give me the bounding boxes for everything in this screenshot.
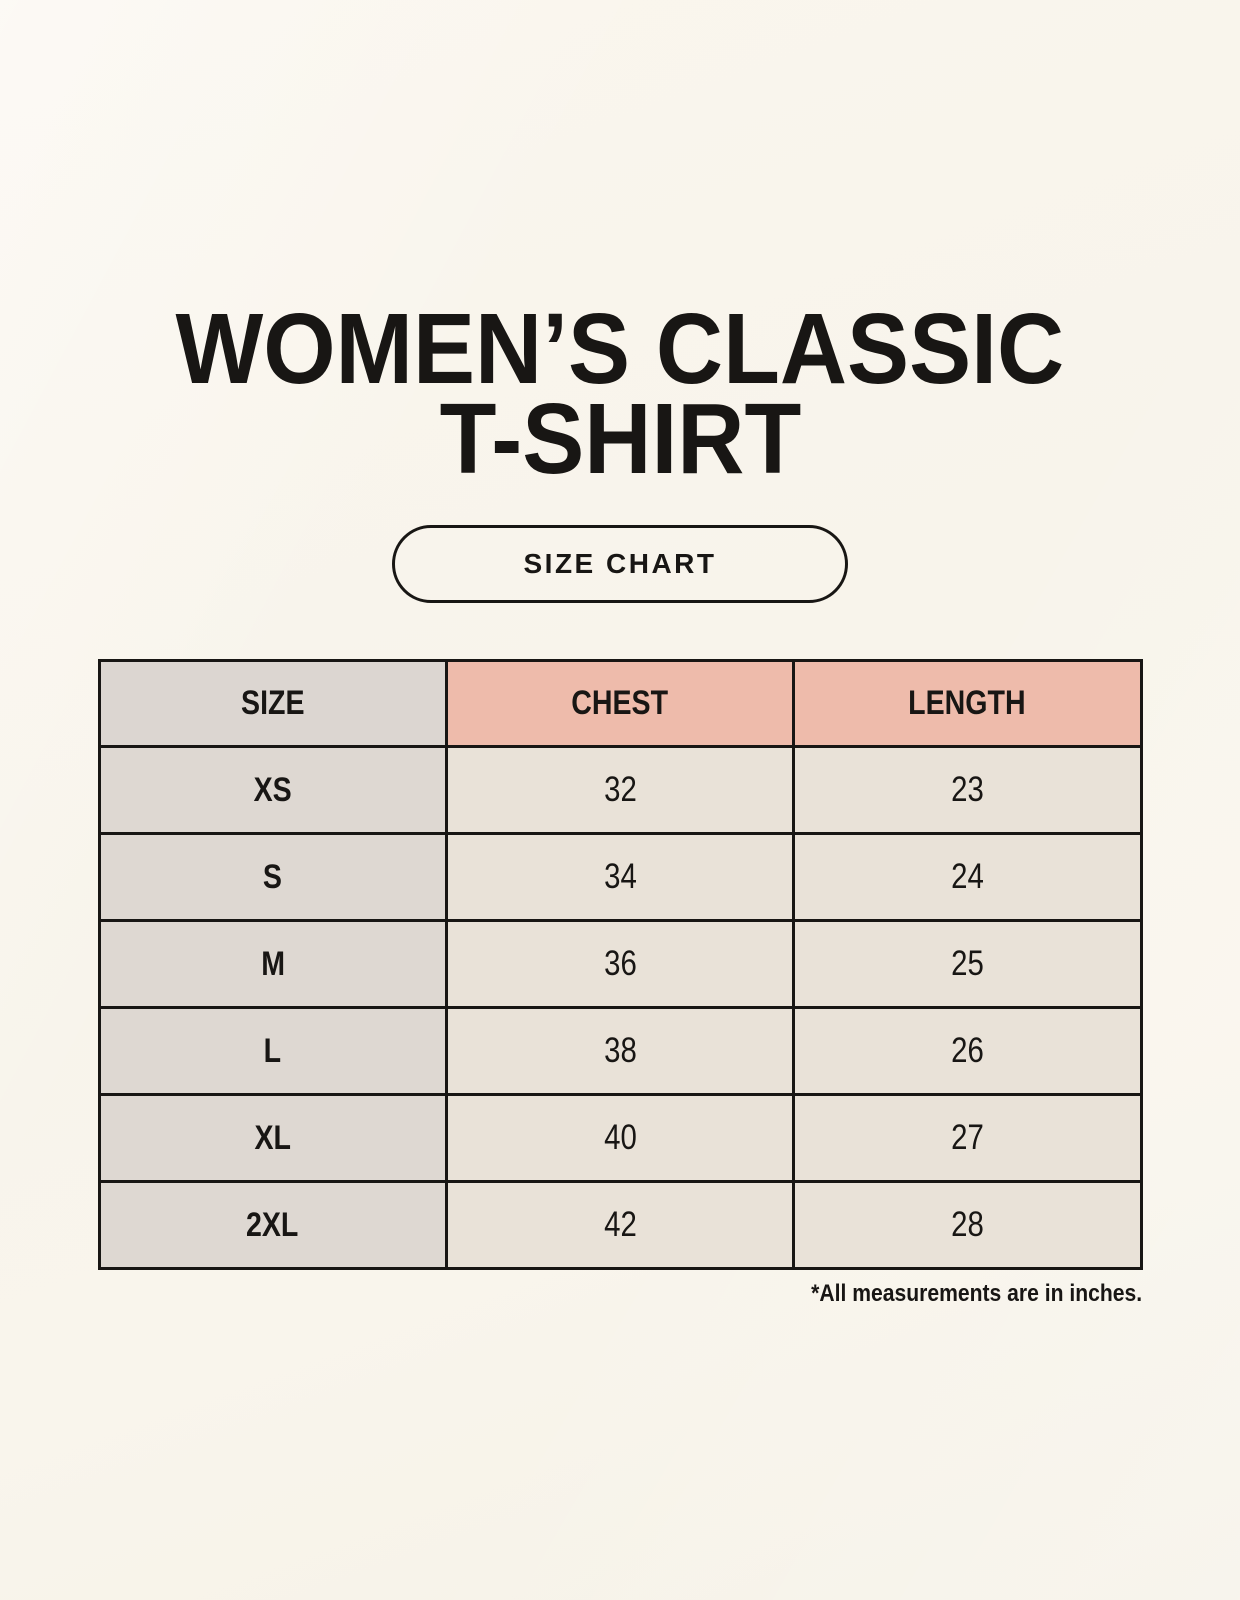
size-chart-button-label: SIZE CHART — [523, 548, 717, 579]
length-cell: 26 — [792, 1006, 1143, 1096]
size-label: XS — [253, 770, 292, 809]
length-value: 26 — [950, 1031, 984, 1070]
chest-cell: 42 — [444, 1180, 796, 1270]
size-cell: M — [97, 919, 448, 1009]
measurements-footnote: *All measurements are in inches. — [98, 1279, 1143, 1309]
table-row-s: S 34 24 — [97, 832, 1143, 922]
chest-cell: 32 — [444, 745, 796, 835]
header-row: SIZE CHEST LENGTH — [97, 659, 1143, 748]
column-header-chest-label: CHEST — [571, 684, 669, 722]
chest-value: 42 — [603, 1205, 637, 1244]
column-header-size: SIZE — [97, 659, 448, 748]
size-cell: 2XL — [97, 1180, 448, 1270]
length-value: 27 — [950, 1118, 984, 1157]
table-row-xs: XS 32 23 — [97, 745, 1143, 835]
size-cell: XL — [97, 1093, 448, 1183]
chest-cell: 36 — [444, 919, 796, 1009]
chest-value: 40 — [603, 1118, 637, 1157]
chest-value: 34 — [603, 857, 637, 896]
measurements-footnote-text: *All measurements are in inches. — [811, 1280, 1143, 1307]
length-cell: 27 — [792, 1093, 1143, 1183]
table-row-xl: XL 40 27 — [97, 1093, 1143, 1183]
column-header-length: LENGTH — [792, 659, 1143, 748]
size-label: S — [263, 857, 283, 896]
table-row-m: M 36 25 — [97, 919, 1143, 1009]
length-cell: 25 — [792, 919, 1143, 1009]
chest-cell: 38 — [444, 1006, 796, 1096]
size-chart-table-body: XS 32 23 S 34 24 M 36 25 L 38 26 XL 40 — [97, 745, 1143, 1270]
length-value: 24 — [950, 857, 984, 896]
length-value: 23 — [950, 770, 984, 809]
size-label: M — [260, 944, 285, 983]
chest-value: 32 — [603, 770, 637, 809]
size-label: XL — [254, 1118, 291, 1157]
size-chart-table-container: SIZE CHEST LENGTH XS 32 23 S 34 24 M 36 … — [97, 659, 1143, 1309]
size-label: L — [263, 1031, 282, 1070]
page-title: WOMEN’S CLASSIC T-SHIRT — [0, 0, 1240, 495]
size-cell: S — [97, 832, 448, 922]
size-cell: XS — [97, 745, 448, 835]
chest-cell: 40 — [444, 1093, 796, 1183]
column-header-size-label: SIZE — [240, 684, 305, 722]
table-row-2xl: 2XL 42 28 — [97, 1180, 1143, 1270]
page-title-line1: WOMEN’S CLASSIC — [175, 293, 1065, 405]
column-header-chest: CHEST — [444, 659, 796, 748]
length-cell: 24 — [792, 832, 1143, 922]
table-row-l: L 38 26 — [97, 1006, 1143, 1096]
chest-value: 36 — [603, 944, 637, 983]
length-value: 28 — [950, 1205, 984, 1244]
size-cell: L — [97, 1006, 448, 1096]
size-label: 2XL — [246, 1205, 299, 1244]
size-chart-table: SIZE CHEST LENGTH XS 32 23 S 34 24 M 36 … — [97, 659, 1143, 1270]
size-chart-button[interactable]: SIZE CHART — [392, 525, 848, 603]
length-cell: 23 — [792, 745, 1143, 835]
length-value: 25 — [950, 944, 984, 983]
size-chart-table-header: SIZE CHEST LENGTH — [97, 659, 1143, 748]
column-header-length-label: LENGTH — [908, 684, 1027, 722]
chest-value: 38 — [603, 1031, 637, 1070]
page-title-line2: T-SHIRT — [439, 383, 801, 495]
chest-cell: 34 — [444, 832, 796, 922]
length-cell: 28 — [792, 1180, 1143, 1270]
